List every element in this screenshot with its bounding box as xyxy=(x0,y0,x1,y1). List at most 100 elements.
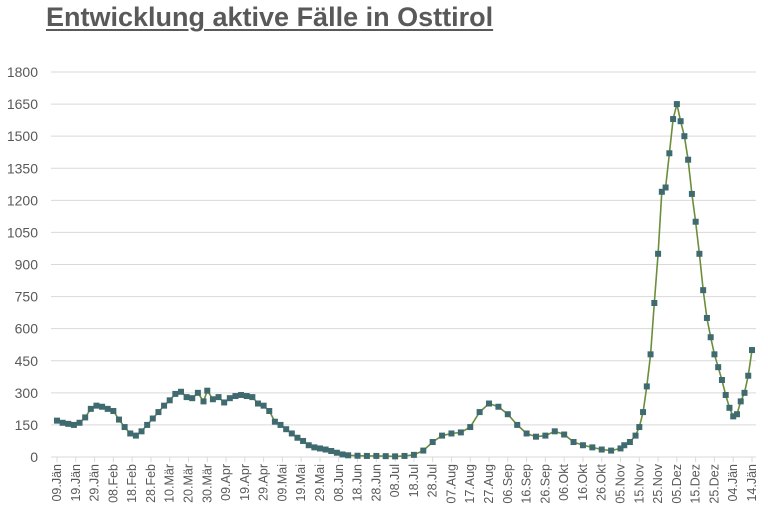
x-tick-label: 18.Jul xyxy=(407,464,421,497)
data-point-marker xyxy=(204,387,211,394)
y-tick-label: 900 xyxy=(15,257,39,273)
data-point-marker xyxy=(532,433,539,440)
data-point-marker xyxy=(316,445,323,452)
data-point-marker xyxy=(345,452,352,459)
data-point-marker xyxy=(722,391,729,398)
data-point-marker xyxy=(392,453,399,460)
x-tick-label: 15.Nov xyxy=(632,463,646,503)
data-point-marker xyxy=(155,409,162,416)
data-point-marker xyxy=(741,389,748,396)
x-tick-label: 17.Aug xyxy=(463,464,477,504)
x-tick-label: 27.Aug xyxy=(482,464,496,504)
data-point-marker xyxy=(420,447,427,454)
x-tick-label: 06.Sep xyxy=(501,464,515,504)
data-point-marker xyxy=(93,402,100,409)
data-point-marker xyxy=(749,347,755,354)
y-tick-label: 600 xyxy=(15,321,39,337)
data-point-marker xyxy=(221,399,228,406)
data-point-marker xyxy=(166,397,173,404)
x-tick-label: 28.Jul xyxy=(426,464,440,497)
x-tick-label: 28.Feb xyxy=(144,464,158,503)
x-tick-label: 08.Jun xyxy=(332,464,346,502)
data-point-marker xyxy=(730,413,737,420)
data-point-marker xyxy=(640,409,647,416)
data-point-marker xyxy=(215,394,222,401)
x-tick-label: 29.Mai xyxy=(313,464,327,502)
data-point-marker xyxy=(59,419,66,426)
data-point-marker xyxy=(561,431,568,438)
x-tick-label: 16.Okt xyxy=(576,463,590,500)
data-point-marker xyxy=(232,393,239,400)
data-point-marker xyxy=(626,439,633,446)
x-tick-label: 28.Jun xyxy=(369,464,383,502)
y-tick-label: 1200 xyxy=(7,192,38,208)
data-point-marker xyxy=(700,287,707,294)
y-tick-label: 750 xyxy=(15,289,39,305)
x-tick-label: 26.Sep xyxy=(538,464,552,504)
x-tick-label: 25.Nov xyxy=(651,463,665,503)
data-point-marker xyxy=(54,417,60,424)
data-point-marker xyxy=(621,442,628,449)
data-point-marker xyxy=(363,452,370,459)
data-point-marker xyxy=(99,403,106,410)
data-point-marker xyxy=(288,430,295,437)
x-tick-label: 19.Mai xyxy=(294,464,308,502)
data-point-marker xyxy=(104,405,111,412)
chart-title: Entwicklung aktive Fälle in Osttirol xyxy=(46,2,494,32)
x-tick-label: 26.Okt xyxy=(595,463,609,500)
x-tick-label: 09.Apr xyxy=(219,464,233,501)
data-point-marker xyxy=(271,418,278,425)
data-point-marker xyxy=(254,400,261,407)
data-point-marker xyxy=(177,388,184,395)
data-point-marker xyxy=(322,446,329,453)
data-point-marker xyxy=(670,116,677,123)
x-tick-label: 30.Mär xyxy=(200,464,214,503)
data-point-marker xyxy=(149,415,156,422)
data-point-marker xyxy=(608,447,615,454)
data-point-marker xyxy=(715,364,722,371)
data-point-marker xyxy=(457,429,464,436)
data-point-marker xyxy=(266,408,273,415)
data-point-marker xyxy=(132,432,139,439)
series-markers xyxy=(54,101,755,460)
data-point-marker xyxy=(733,411,740,418)
x-tick-label: 09.Jän xyxy=(50,464,64,502)
data-point-marker xyxy=(703,314,710,321)
x-tick-label: 05.Dez xyxy=(670,464,684,504)
x-tick-label: 20.Mär xyxy=(181,464,195,503)
data-point-marker xyxy=(138,428,145,435)
x-axis-tick-labels: 09.Jän 19.Jän 29.Jän 08.Feb 18.Feb 28.Feb 10.M… xyxy=(50,463,759,503)
data-point-marker xyxy=(467,424,474,431)
data-point-marker xyxy=(718,377,725,383)
data-point-marker xyxy=(294,434,301,441)
data-point-marker xyxy=(209,396,216,403)
data-point-marker xyxy=(300,437,307,444)
x-tick-label: 10.Mär xyxy=(163,464,177,503)
data-point-marker xyxy=(476,409,483,416)
data-point-marker xyxy=(260,402,267,409)
x-tick-label: 09.Mai xyxy=(275,464,289,502)
data-point-marker xyxy=(226,395,233,402)
data-point-marker xyxy=(189,395,196,402)
data-point-marker xyxy=(439,432,446,439)
y-tick-label: 1500 xyxy=(7,128,38,144)
data-point-marker xyxy=(115,416,122,423)
data-point-marker xyxy=(311,444,318,451)
y-tick-label: 1800 xyxy=(7,64,38,80)
data-point-marker xyxy=(655,250,662,257)
x-tick-label: 25.Dez xyxy=(707,464,721,504)
data-point-marker xyxy=(523,430,530,437)
data-point-marker xyxy=(632,432,639,439)
data-point-marker xyxy=(277,421,284,428)
x-tick-label: 29.Jän xyxy=(88,464,102,502)
x-tick-label: 18.Feb xyxy=(125,464,139,503)
data-point-marker xyxy=(373,452,380,459)
data-point-marker xyxy=(183,394,190,401)
data-point-marker xyxy=(726,404,733,411)
y-tick-label: 450 xyxy=(15,353,39,369)
data-point-marker xyxy=(745,372,752,379)
data-point-marker xyxy=(570,439,577,446)
data-point-marker xyxy=(666,150,673,157)
data-point-marker xyxy=(514,421,521,428)
